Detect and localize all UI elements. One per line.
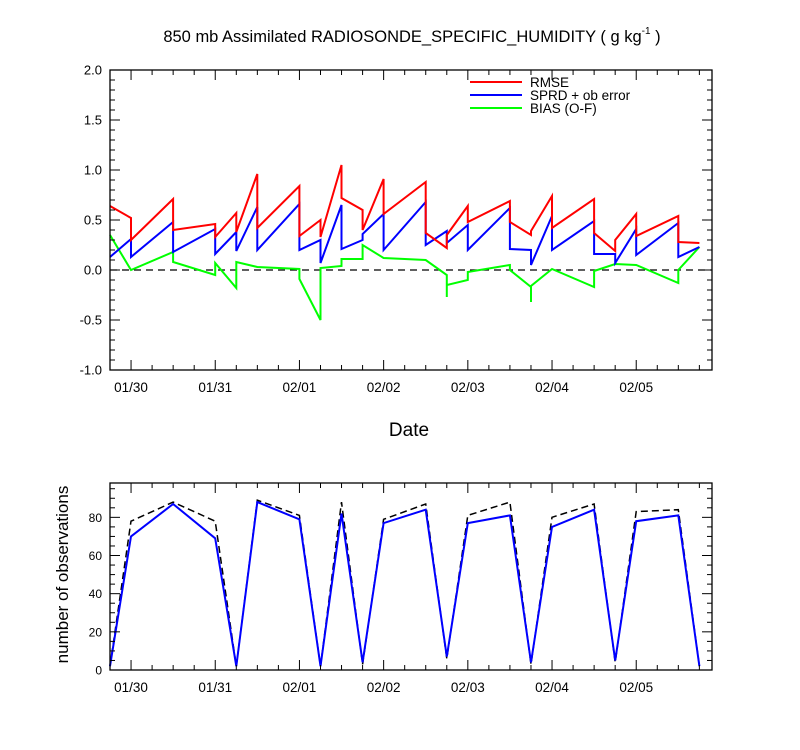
x-tick-label: 02/01 <box>283 380 317 395</box>
bottom-series-group <box>109 499 701 667</box>
top-chart-panel: -1.0 -0.5 0.0 0.5 1.0 1.5 2.0 01/30 01/31 02/01 02… <box>80 63 713 441</box>
y-tick-label: -1.0 <box>80 363 102 378</box>
y-tick-label: 20 <box>89 625 103 639</box>
series-line-used <box>109 500 701 667</box>
x-tick-label: 02/02 <box>367 680 401 695</box>
x-tick-label: 02/05 <box>619 680 653 695</box>
y-tick-label: 1.0 <box>84 163 102 178</box>
bottom-axis-ticks: 0 20 40 60 80 01/30 01/31 02/01 02/02 02/03 02/04 0… <box>89 483 712 695</box>
y-tick-label: 80 <box>89 511 103 525</box>
x-tick-label: 02/03 <box>451 380 485 395</box>
x-tick-label: 02/01 <box>283 680 317 695</box>
top-axis-ticks: -1.0 -0.5 0.0 0.5 1.0 1.5 2.0 01/30 01/31 02/01 02… <box>80 63 712 395</box>
x-tick-label: 02/02 <box>367 380 401 395</box>
x-tick-label: 01/30 <box>114 380 148 395</box>
x-tick-label: 01/31 <box>198 380 232 395</box>
x-tick-label: 01/30 <box>114 680 148 695</box>
x-tick-label: 01/31 <box>198 680 232 695</box>
y-tick-label: -0.5 <box>80 313 102 328</box>
bottom-chart-panel: 0 20 40 60 80 01/30 01/31 02/01 02/02 02/03 02/04 0… <box>53 482 713 695</box>
y-tick-label: 40 <box>89 587 103 601</box>
x-tick-label: 02/04 <box>535 380 569 395</box>
x-tick-label: 02/04 <box>535 680 569 695</box>
legend-label-sprd: SPRD + ob error <box>530 88 631 103</box>
y-tick-label: 2.0 <box>84 63 102 78</box>
series-line-bias <box>109 234 701 321</box>
series-line-sprd <box>109 199 700 267</box>
legend-label-rmse: RMSE <box>530 75 569 90</box>
y-tick-label: 0 <box>95 664 102 678</box>
y-tick-label: 60 <box>89 549 103 563</box>
legend-label-bias: BIAS (O-F) <box>530 101 597 116</box>
y-axis-label: number of observations <box>53 486 72 664</box>
x-tick-label: 02/05 <box>619 380 653 395</box>
y-tick-label: 0.5 <box>84 213 102 228</box>
y-tick-label: 0.0 <box>84 263 102 278</box>
x-axis-label: Date <box>389 420 429 441</box>
y-tick-label: 1.5 <box>84 113 102 128</box>
top-series-group <box>109 164 701 321</box>
bottom-plot-frame <box>109 482 713 671</box>
chart-title: 850 mb Assimilated RADIOSONDE_SPECIFIC_H… <box>163 26 660 46</box>
x-tick-label: 02/03 <box>451 680 485 695</box>
series-line-rmse <box>109 164 700 254</box>
